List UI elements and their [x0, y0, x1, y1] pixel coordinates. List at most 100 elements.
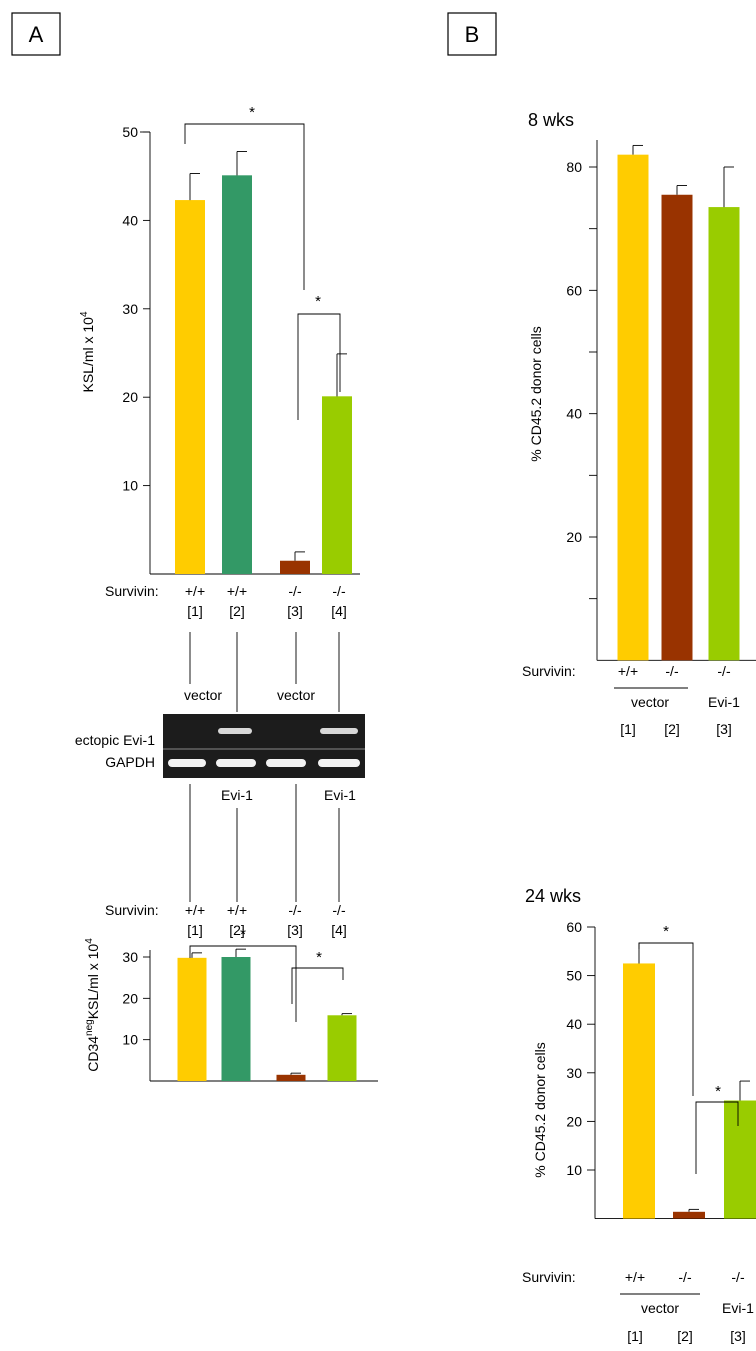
y-tick-label: 10	[122, 478, 138, 494]
index-label-3: [3]	[730, 1328, 746, 1344]
category-label-4: -/-	[332, 902, 346, 918]
chart-title: 24 wks	[525, 886, 581, 906]
y-tick-label: 50	[122, 124, 138, 140]
index-label-2: [2]	[664, 721, 680, 737]
y-tick-label: 60	[566, 282, 582, 298]
category-label-2: -/-	[678, 1269, 692, 1285]
index-label-1: [1]	[620, 721, 636, 737]
y-tick-label: 30	[566, 1065, 582, 1081]
bar-2	[222, 175, 252, 575]
category-label-3: -/-	[288, 583, 302, 599]
gel-band-gapdh-lane1	[168, 759, 206, 767]
y-tick-label: 20	[566, 1113, 582, 1129]
bar-3	[724, 1100, 756, 1219]
survivin-label-a2: Survivin:	[105, 902, 159, 918]
bar-4	[327, 1015, 357, 1081]
y-axis-title: CD34negKSL/ml x 104	[84, 938, 101, 1072]
index-label-1: [1]	[187, 922, 203, 938]
panel-b-label: B	[447, 12, 497, 56]
y-tick-label: 30	[122, 301, 138, 317]
y-tick-label: 40	[122, 212, 138, 228]
survivin-label-b1: Survivin:	[522, 663, 576, 679]
bar-1	[623, 963, 655, 1219]
category-label-4: -/-	[332, 583, 346, 599]
group-label-evi1: Evi-1	[722, 1300, 754, 1316]
bar-3	[280, 560, 310, 574]
bar-1	[177, 957, 207, 1081]
y-axis-title-sup: 4	[79, 311, 90, 317]
y-tick-label: 80	[566, 159, 582, 175]
category-label-1: +/+	[618, 663, 638, 679]
y-axis-title-cd34: CD34	[85, 1036, 101, 1072]
index-label-1: [1]	[187, 603, 203, 619]
chart-title: 8 wks	[528, 110, 574, 130]
sig-star-2: *	[315, 293, 321, 310]
y-tick-label: 30	[122, 949, 138, 965]
panel-b-letter: B	[465, 22, 480, 47]
gel-background	[163, 714, 365, 778]
bar-2	[661, 194, 693, 661]
sig-bracket-1	[184, 123, 305, 290]
category-label-3: -/-	[717, 663, 731, 679]
bar-1	[175, 200, 205, 574]
sig-star-2: *	[316, 949, 322, 966]
gel-band-evi1-lane4	[320, 728, 358, 734]
category-label-2: -/-	[665, 663, 679, 679]
gel-lane3-top-label: vector	[277, 687, 315, 703]
category-label-3: -/-	[288, 902, 302, 918]
panel-a-letter: A	[29, 22, 44, 47]
y-tick-label: 50	[566, 968, 582, 984]
bar-1	[617, 154, 649, 661]
y-axis-title-main: KSL/ml x 10	[85, 944, 101, 1020]
y-tick-label: 20	[122, 389, 138, 405]
gel-band-gapdh-lane4	[318, 759, 360, 767]
chart-a-top-ksl: 10 20 30 40 50 KSL/ml x 104 * * +/+ [1] +/+ [2] -/- […	[79, 104, 360, 712]
survivin-label-b2: Survivin:	[522, 1269, 576, 1285]
index-label-1: [1]	[627, 1328, 643, 1344]
y-axis-title: % CD45.2 donor cells	[532, 1042, 548, 1177]
gel-row-label-ectopic-evi1: ectopic Evi-1	[75, 732, 155, 748]
category-label-3: -/-	[731, 1269, 745, 1285]
y-tick-label: 20	[122, 990, 138, 1006]
sig-bracket-2	[695, 1101, 739, 1174]
group-label-vector: vector	[641, 1300, 679, 1316]
panel-a-label: A	[11, 12, 61, 56]
category-label-2: +/+	[227, 902, 247, 918]
chart-b-bottom-24wks: 24 wks 10 20 30 40 50 60 % CD45.2 donor cells * *…	[522, 886, 756, 1344]
bar-2	[673, 1211, 705, 1219]
group-label-vector: vector	[631, 694, 669, 710]
category-label-2: +/+	[227, 583, 247, 599]
bar-2	[221, 957, 251, 1081]
y-axis-title: KSL/ml x 104	[79, 311, 96, 392]
sig-star-1: *	[240, 926, 246, 943]
sig-star-1: *	[249, 104, 255, 121]
y-tick-label: 10	[122, 1032, 138, 1048]
index-label-2: [2]	[229, 603, 245, 619]
y-axis-title: % CD45.2 donor cells	[528, 326, 544, 461]
index-label-4: [4]	[331, 922, 347, 938]
index-label-3: [3]	[716, 721, 732, 737]
index-label-4: [4]	[331, 603, 347, 619]
y-tick-label: 40	[566, 406, 582, 422]
sig-bracket-1	[638, 942, 694, 1096]
group-label-evi1: Evi-1	[708, 694, 740, 710]
y-axis-title-main: KSL/ml x 10	[80, 317, 96, 393]
category-label-1: +/+	[625, 1269, 645, 1285]
index-label-3: [3]	[287, 922, 303, 938]
y-axis-title-sup: 4	[84, 938, 95, 944]
gel-band-gapdh-lane3	[266, 759, 306, 767]
index-label-2: [2]	[229, 922, 245, 938]
gel-band-evi1-lane2	[218, 728, 252, 734]
gel-lane4-bottom-label: Evi-1	[324, 787, 356, 803]
chart-b-top-8wks: 8 wks 20 40 60 80 % CD45.2 donor cells Survivi…	[522, 110, 756, 737]
sig-bracket-1	[189, 945, 297, 1022]
gel-lane1-top-label: vector	[184, 687, 222, 703]
index-label-2: [2]	[677, 1328, 693, 1344]
survivin-label-a1: Survivin:	[105, 583, 159, 599]
bar-4	[322, 396, 352, 574]
bar-3	[276, 1074, 306, 1081]
sig-bracket-2	[297, 313, 341, 420]
gel-band-gapdh-lane2	[216, 759, 256, 767]
y-tick-label: 60	[566, 919, 582, 935]
